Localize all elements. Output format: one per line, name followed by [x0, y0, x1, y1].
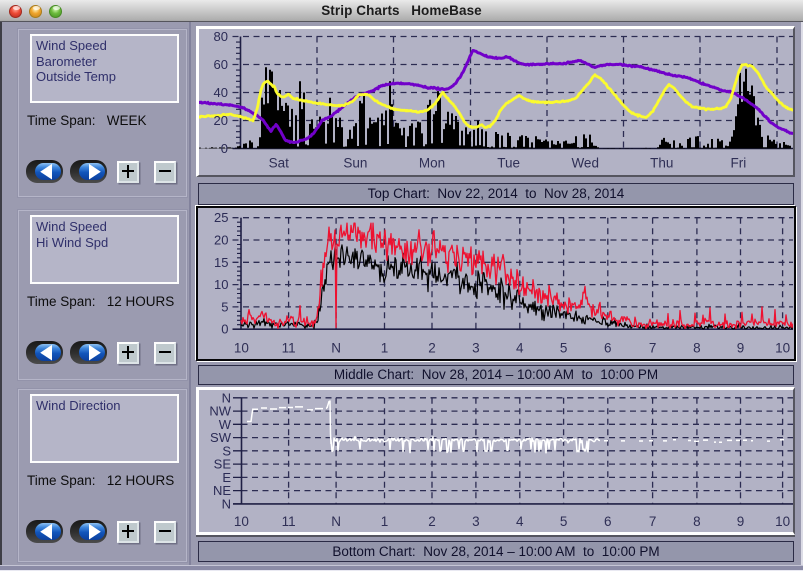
svg-text:1: 1: [381, 341, 389, 356]
svg-text:11: 11: [282, 341, 296, 356]
svg-text:6: 6: [604, 341, 612, 356]
svg-text:8: 8: [693, 514, 701, 529]
svg-text:N: N: [222, 390, 231, 405]
svg-text:9: 9: [737, 341, 745, 356]
svg-text:Sat: Sat: [269, 156, 290, 171]
svg-text:80: 80: [214, 29, 228, 44]
svg-text:SE: SE: [214, 457, 232, 472]
svg-text:0: 0: [221, 322, 228, 337]
svg-text:N: N: [331, 514, 341, 529]
svg-text:5: 5: [560, 341, 568, 356]
svg-text:W: W: [219, 417, 232, 432]
svg-text:10: 10: [234, 514, 249, 529]
svg-text:SW: SW: [210, 430, 232, 445]
svg-text:NE: NE: [213, 483, 231, 498]
svg-text:2: 2: [428, 341, 436, 356]
svg-text:4: 4: [516, 514, 524, 529]
svg-text:10: 10: [775, 341, 790, 356]
svg-text:5: 5: [221, 299, 228, 314]
svg-text:Tue: Tue: [497, 156, 520, 171]
svg-text:Mon: Mon: [419, 156, 445, 171]
svg-text:S: S: [222, 443, 231, 458]
svg-text:4: 4: [516, 341, 524, 356]
svg-text:N: N: [222, 496, 231, 511]
svg-text:E: E: [222, 470, 231, 485]
svg-text:Fri: Fri: [731, 156, 747, 171]
svg-text:10: 10: [775, 514, 790, 529]
svg-text:3: 3: [472, 341, 480, 356]
svg-text:7: 7: [649, 514, 657, 529]
svg-text:20: 20: [214, 113, 228, 128]
svg-text:NW: NW: [209, 404, 231, 419]
svg-text:20: 20: [214, 233, 228, 248]
svg-text:15: 15: [214, 255, 228, 270]
svg-text:1: 1: [381, 514, 389, 529]
svg-text:0: 0: [221, 141, 228, 156]
svg-text:9: 9: [737, 514, 745, 529]
svg-text:6: 6: [604, 514, 612, 529]
svg-text:N: N: [331, 341, 341, 356]
svg-text:7: 7: [649, 341, 657, 356]
svg-text:3: 3: [472, 514, 480, 529]
svg-text:8: 8: [693, 341, 701, 356]
svg-text:25: 25: [214, 210, 228, 225]
svg-text:11: 11: [282, 514, 296, 529]
svg-text:Wed: Wed: [571, 156, 599, 171]
svg-text:10: 10: [234, 341, 249, 356]
svg-text:Sun: Sun: [343, 156, 367, 171]
svg-text:5: 5: [560, 514, 568, 529]
svg-text:60: 60: [214, 57, 228, 72]
svg-text:40: 40: [214, 85, 228, 100]
svg-text:10: 10: [214, 277, 228, 292]
svg-text:Thu: Thu: [650, 156, 673, 171]
svg-text:2: 2: [428, 514, 436, 529]
